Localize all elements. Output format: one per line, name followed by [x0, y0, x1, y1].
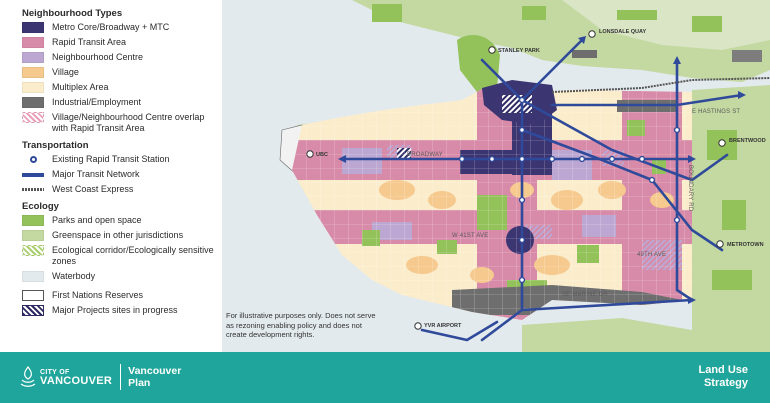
map-canvas: E HASTINGS ST BROADWAY BOUNDARY RD W 41S… [279, 0, 770, 352]
legend-neighbourhood-types: Neighbourhood Types Metro Core/Broadway … [22, 8, 222, 134]
legend-item-waterbody: Waterbody [22, 271, 222, 282]
pin-stanley-park: STANLEY PARK [488, 46, 540, 54]
multiplex-area-swatch [22, 82, 44, 93]
industrial-swatch [22, 97, 44, 108]
legend-item-village: Village [22, 67, 222, 78]
svg-text:METROTOWN: METROTOWN [727, 242, 764, 248]
parks-swatch [22, 215, 44, 226]
legend-label: Major Projects sites in progress [52, 305, 178, 315]
legend-label: Major Transit Network [52, 169, 140, 179]
ecological-hatch-swatch [22, 245, 44, 256]
legend-item-metro-core: Metro Core/Broadway + MTC [22, 22, 222, 33]
transit-line-icon [22, 169, 44, 180]
greenspace-swatch [22, 230, 44, 241]
pin-ubc: UBC [306, 150, 328, 158]
plan-line-1: Vancouver [128, 365, 182, 377]
legend-item-first-nations: First Nations Reserves [22, 290, 222, 301]
street-label-e-hastings: E HASTINGS ST [692, 109, 740, 115]
map-disclaimer: For illustrative purposes only. Does not… [226, 311, 376, 339]
legend-item-neighbourhood-centre: Neighbourhood Centre [22, 52, 222, 63]
legend-item-major-transit: Major Transit Network [22, 169, 222, 180]
title-line-2: Strategy [703, 377, 748, 389]
vancouver-plan-wordmark: Vancouver Plan [128, 365, 181, 389]
city-of-label: CITY OF [40, 369, 70, 376]
legend-label: West Coast Express [52, 184, 134, 194]
footer-banner: CITY OF VANCOUVER Vancouver Plan Land Us… [0, 352, 770, 403]
legend-label: Metro Core/Broadway + MTC [52, 22, 170, 32]
pin-metrotown: METROTOWN [716, 240, 764, 248]
legend-section-title: Ecology [22, 201, 59, 212]
title-line-1: Land Use [698, 364, 748, 376]
legend-item-ecological-corridor: Ecological corridor/Ecologically sensiti… [22, 245, 222, 267]
neighbourhood-centre-swatch [22, 52, 44, 63]
legend-item-overlap: Village/Neighbourhood Centre overlap wit… [22, 112, 222, 134]
legend-item-west-coast-express: West Coast Express [22, 184, 222, 195]
legend-item-industrial: Industrial/Employment [22, 97, 222, 108]
legend-item-major-projects: Major Projects sites in progress [22, 305, 222, 316]
legend-other: First Nations Reserves Major Projects si… [22, 290, 222, 316]
logo-divider [120, 364, 122, 390]
legend-ecology: Ecology Parks and open space Greenspace … [22, 201, 222, 282]
city-wordmark: CITY OF VANCOUVER [40, 369, 113, 387]
legend-label: Village/Neighbourhood Centre overlap wit… [52, 112, 205, 133]
legend-transportation: Transportation Existing Rapid Transit St… [22, 140, 222, 195]
legend-item-multiplex-area: Multiplex Area [22, 82, 222, 93]
transit-arrows [338, 36, 746, 304]
legend-label: Greenspace in other jurisdictions [52, 230, 184, 240]
land-use-map: E HASTINGS ST BROADWAY BOUNDARY RD W 41S… [222, 0, 770, 352]
street-label-broadway: BROADWAY [407, 152, 443, 158]
legend-label: Village [52, 67, 79, 77]
city-land [292, 88, 692, 320]
village-swatch [22, 67, 44, 78]
pin-yvr-airport: YVR AIRPORT [414, 322, 462, 330]
legend-label: Ecological corridor/Ecologically sensiti… [52, 245, 214, 266]
vancouver-label: VANCOUVER [40, 375, 113, 387]
plan-line-2: Plan [128, 377, 151, 389]
legend-label: First Nations Reserves [52, 290, 144, 300]
waterbody-swatch [22, 271, 44, 282]
legend-section-title: Transportation [22, 140, 89, 151]
legend-label: Waterbody [52, 271, 96, 281]
legend-label: Parks and open space [52, 215, 142, 225]
legend-label: Industrial/Employment [52, 97, 142, 107]
street-label-e49: 49TH AVE [637, 252, 666, 258]
legend-item-rapid-transit-area: Rapid Transit Area [22, 37, 222, 48]
legend-item-parks: Parks and open space [22, 215, 222, 226]
svg-text:YVR AIRPORT: YVR AIRPORT [424, 323, 462, 329]
north-shore [352, 0, 770, 82]
map-legend: Neighbourhood Types Metro Core/Broadway … [0, 0, 222, 352]
street-label-marine: SE MARINE DR [562, 292, 608, 298]
street-label-w41: W 41ST AVE [452, 233, 488, 239]
west-coast-express-line [551, 77, 770, 93]
legend-label: Multiplex Area [52, 82, 109, 92]
svg-text:BRENTWOOD: BRENTWOOD [729, 138, 766, 144]
rapid-transit-stations [458, 96, 681, 284]
svg-text:STANLEY PARK: STANLEY PARK [498, 48, 540, 54]
city-of-vancouver-logo: CITY OF VANCOUVER Vancouver Plan [20, 364, 181, 390]
major-projects-swatch [22, 305, 44, 316]
rapid-transit-area-swatch [22, 37, 44, 48]
station-icon [22, 154, 44, 165]
legend-item-station: Existing Rapid Transit Station [22, 154, 222, 165]
legend-label: Existing Rapid Transit Station [52, 154, 170, 164]
pin-lonsdale-quay: LONSDALE QUAY [588, 29, 646, 38]
overlap-hatch-swatch [22, 112, 44, 123]
page-title: Land Use Strategy [698, 364, 748, 390]
svg-text:LONSDALE QUAY: LONSDALE QUAY [599, 29, 646, 35]
city-logo-icon [20, 366, 36, 387]
legend-section-title: Neighbourhood Types [22, 8, 123, 19]
first-nations-swatch [22, 290, 44, 301]
legend-item-greenspace: Greenspace in other jurisdictions [22, 230, 222, 241]
metro-core-swatch [22, 22, 44, 33]
legend-label: Rapid Transit Area [52, 37, 127, 47]
pin-brentwood: BRENTWOOD [718, 138, 766, 147]
rail-line-icon [22, 184, 44, 195]
svg-text:UBC: UBC [316, 152, 328, 158]
legend-label: Neighbourhood Centre [52, 52, 144, 62]
street-label-boundary: BOUNDARY RD [687, 165, 693, 212]
